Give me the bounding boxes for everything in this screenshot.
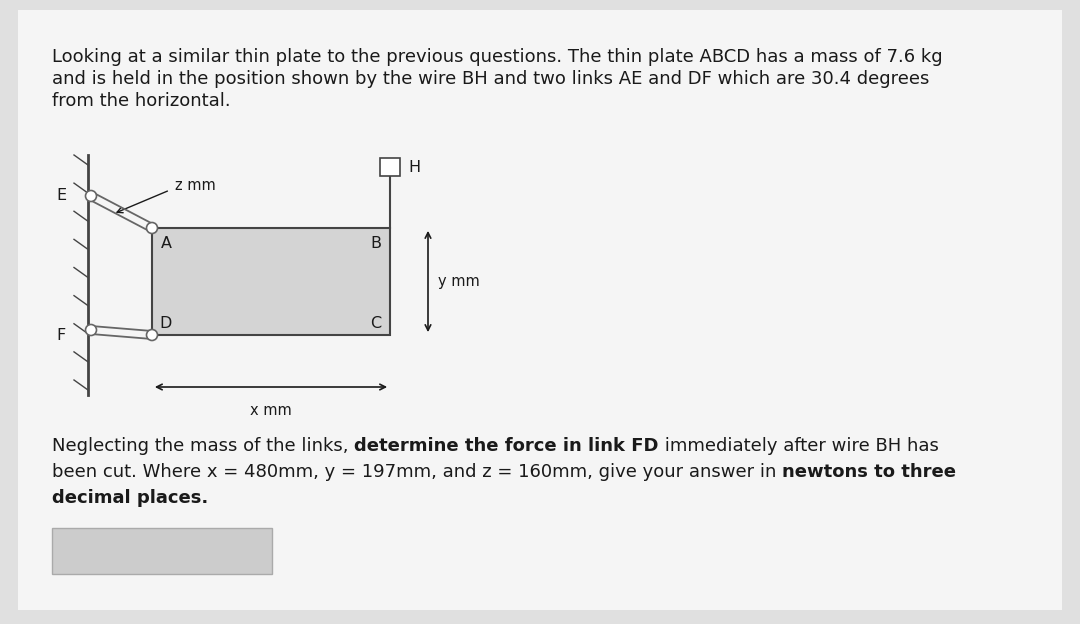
Circle shape: [147, 223, 158, 233]
Text: C: C: [370, 316, 381, 331]
Circle shape: [85, 324, 96, 336]
Text: Looking at a similar thin plate to the previous questions. The thin plate ABCD h: Looking at a similar thin plate to the p…: [52, 48, 943, 66]
Circle shape: [147, 329, 158, 341]
Text: y mm: y mm: [438, 274, 480, 289]
Text: z mm: z mm: [175, 177, 216, 192]
Text: determine the force in link FD: determine the force in link FD: [354, 437, 659, 455]
Text: x mm: x mm: [251, 403, 292, 418]
Bar: [380, 158, 400, 176]
Text: H: H: [408, 160, 420, 175]
Polygon shape: [152, 228, 390, 335]
Text: Neglecting the mass of the links,: Neglecting the mass of the links,: [52, 437, 354, 455]
Text: newtons to three: newtons to three: [782, 463, 956, 481]
Text: D: D: [160, 316, 172, 331]
Bar: [52, 528, 272, 574]
Text: E: E: [56, 188, 66, 203]
Text: F: F: [56, 328, 66, 343]
Text: and is held in the position shown by the wire BH and two links AE and DF which a: and is held in the position shown by the…: [52, 70, 930, 88]
Text: from the horizontal.: from the horizontal.: [52, 92, 231, 110]
Text: decimal places.: decimal places.: [52, 489, 208, 507]
Text: A: A: [161, 236, 172, 251]
Text: immediately after wire BH has: immediately after wire BH has: [659, 437, 939, 455]
Text: been cut. Where x = 480mm, y = 197mm, and z = 160mm, give your answer in: been cut. Where x = 480mm, y = 197mm, an…: [52, 463, 782, 481]
Text: B: B: [370, 236, 381, 251]
Circle shape: [85, 190, 96, 202]
